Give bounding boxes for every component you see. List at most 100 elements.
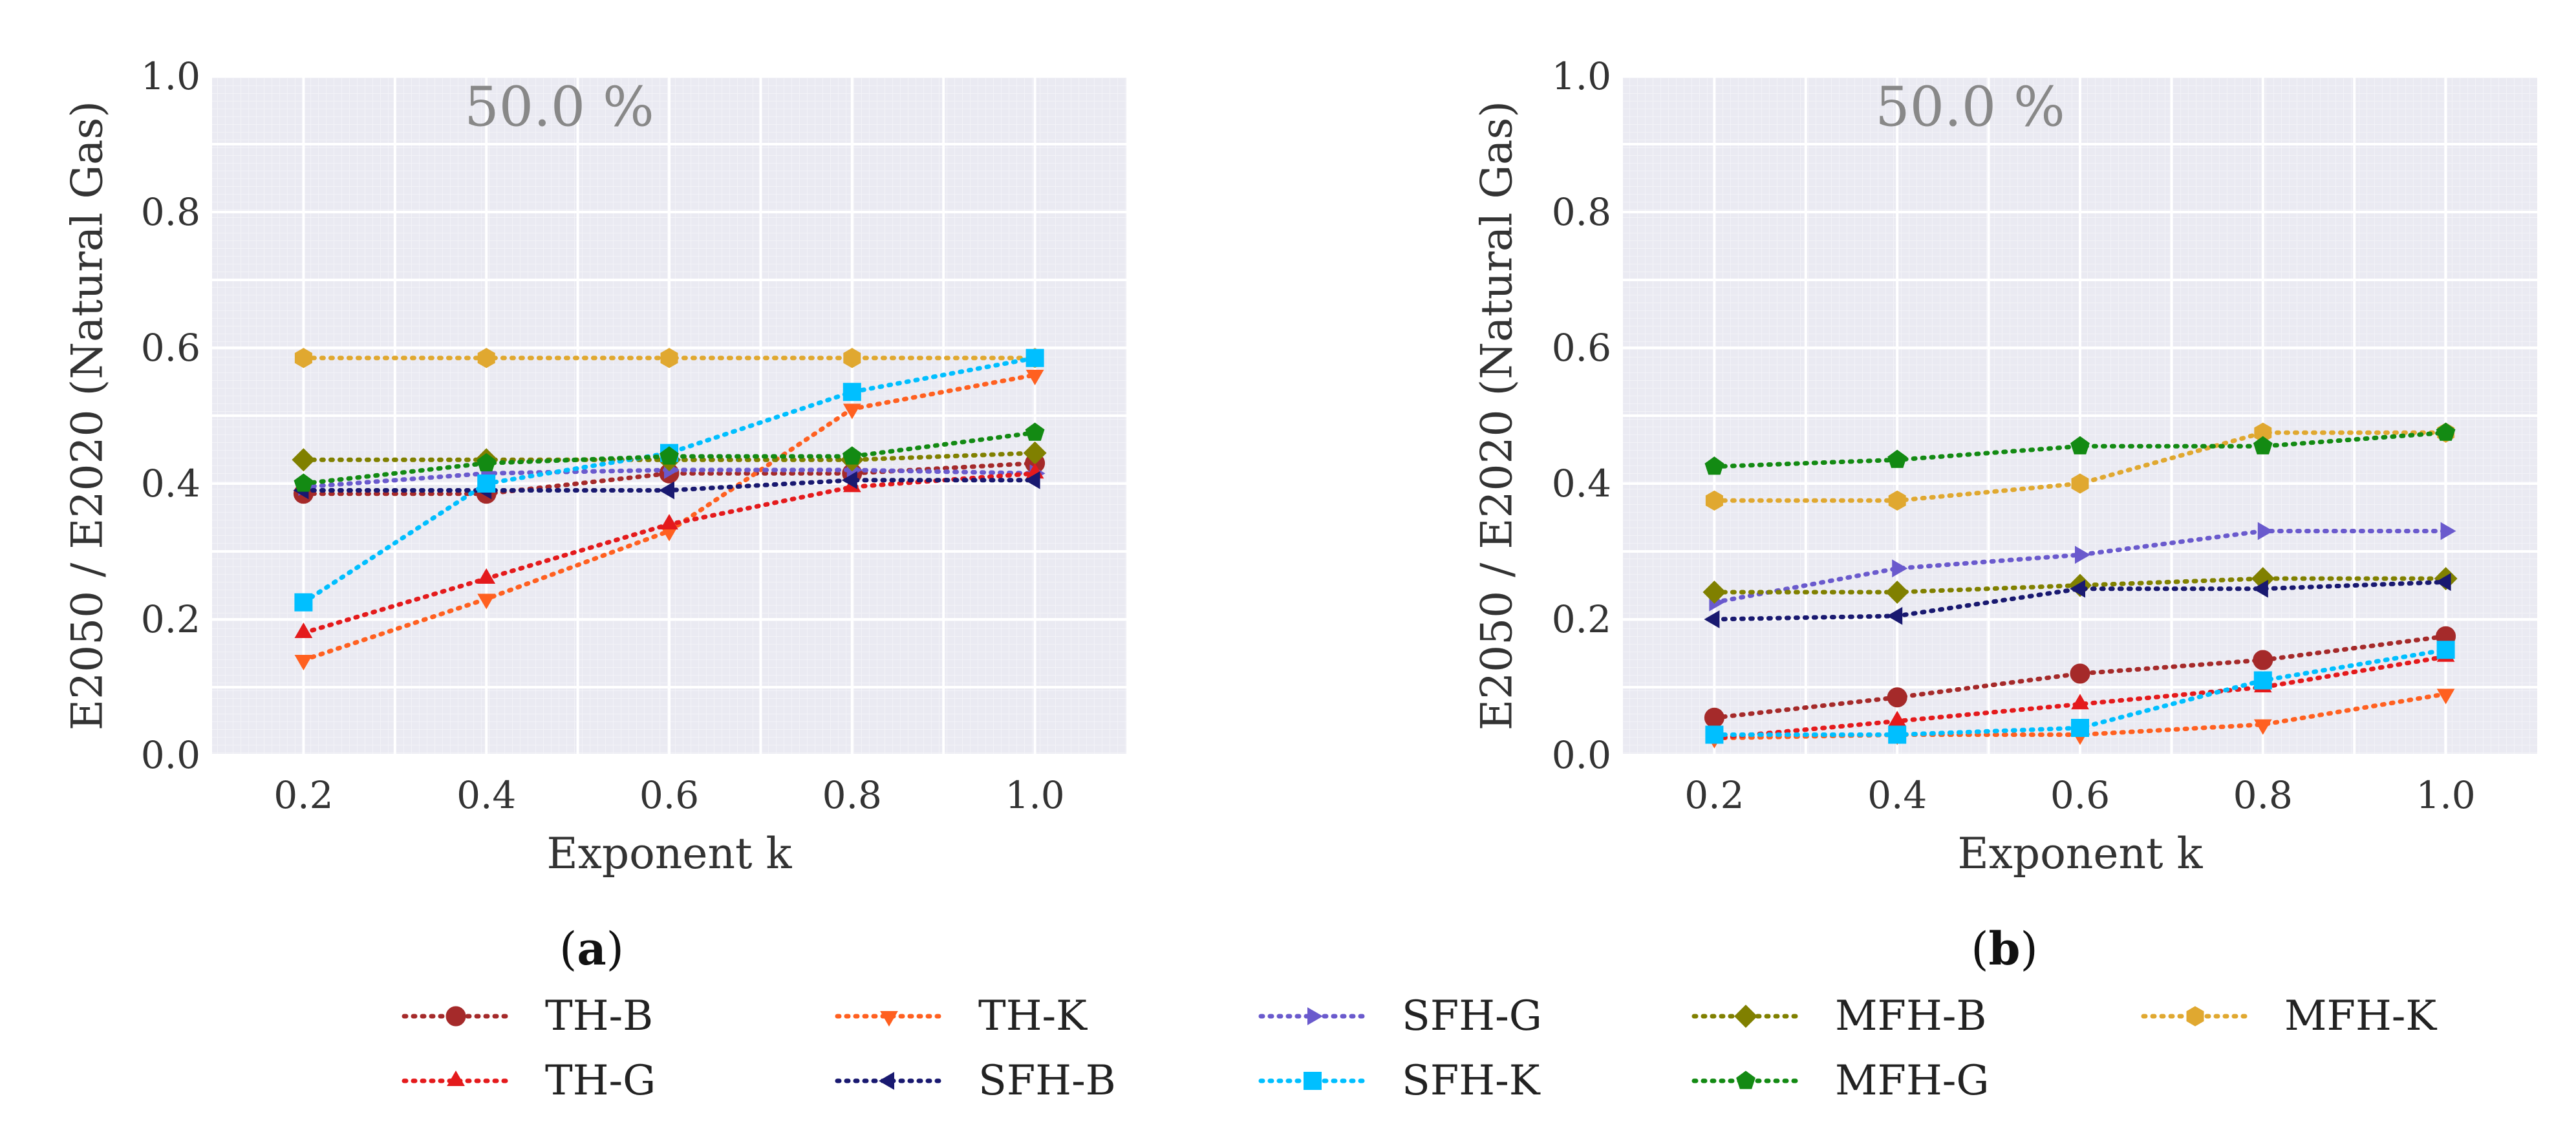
data-point-th-k bbox=[2253, 719, 2272, 735]
legend-marker-mfh-b bbox=[1734, 1005, 1758, 1029]
legend-label: MFH-G bbox=[1835, 1057, 1990, 1105]
legend-entry-mfh-b: MFH-B bbox=[1691, 992, 1986, 1040]
x-tick-label: 1.0 bbox=[2416, 773, 2475, 817]
data-point-sfh-k bbox=[2253, 671, 2272, 690]
y-tick-label: 0.4 bbox=[1552, 462, 1611, 506]
x-axis-label: Exponent k bbox=[1958, 829, 2204, 879]
y-tick-label: 0.6 bbox=[1552, 326, 1611, 370]
panel-label: (a) bbox=[559, 922, 624, 975]
data-point-mfh-k bbox=[660, 348, 678, 368]
data-point-mfh-g bbox=[1887, 449, 1907, 468]
data-point-mfh-g bbox=[477, 453, 497, 472]
y-tick-label: 0.0 bbox=[1552, 733, 1611, 777]
y-tick-label: 0.8 bbox=[141, 190, 200, 234]
legend-marker-sfh-b bbox=[879, 1072, 894, 1090]
series-line-mfh-k bbox=[1712, 430, 2449, 503]
data-point-sfh-k bbox=[294, 593, 313, 612]
data-point-mfh-g bbox=[2070, 436, 2090, 454]
legend-marker-th-g bbox=[447, 1071, 465, 1086]
data-point-th-k bbox=[2436, 688, 2455, 705]
data-point-sfh-g bbox=[2440, 522, 2456, 540]
legend-entry-th-b: TH-B bbox=[402, 992, 653, 1040]
data-point-th-g bbox=[477, 568, 496, 584]
series-mfh-g bbox=[294, 422, 1045, 492]
y-axis-label: E2050 / E2020 (Natural Gas) bbox=[63, 101, 113, 730]
data-point-sfh-k bbox=[2436, 641, 2455, 659]
data-point-th-k bbox=[294, 655, 313, 670]
legend-entry-sfh-g: SFH-G bbox=[1258, 992, 1542, 1040]
y-axis-label: E2050 / E2020 (Natural Gas) bbox=[1472, 101, 1522, 730]
y-tick-label: 0.8 bbox=[1552, 190, 1611, 234]
data-point-th-b bbox=[2070, 663, 2090, 684]
y-tick-label: 0.4 bbox=[141, 462, 200, 506]
data-point-sfh-b bbox=[2069, 579, 2085, 598]
legend-entry-th-k: TH-K bbox=[835, 992, 1088, 1040]
legend-marker-th-k bbox=[880, 1011, 898, 1027]
data-point-sfh-g bbox=[2075, 546, 2091, 564]
data-point-th-k bbox=[843, 403, 861, 420]
x-tick-label: 0.8 bbox=[822, 773, 882, 817]
x-tick-label: 0.6 bbox=[2050, 773, 2110, 817]
data-point-th-b bbox=[1887, 687, 1907, 708]
series-sfh-b bbox=[1704, 573, 2451, 628]
panel-label: (b) bbox=[1971, 922, 2038, 975]
x-tick-label: 0.2 bbox=[1684, 773, 1744, 817]
data-point-sfh-g bbox=[2257, 522, 2273, 540]
series-th-b bbox=[1704, 626, 2456, 728]
data-point-sfh-k bbox=[2071, 719, 2089, 737]
data-point-mfh-k bbox=[477, 348, 495, 368]
data-point-mfh-k bbox=[1705, 490, 1723, 511]
data-point-mfh-g bbox=[2253, 436, 2273, 454]
data-point-sfh-b bbox=[659, 481, 674, 500]
y-tick-label: 1.0 bbox=[141, 54, 200, 98]
x-tick-label: 0.4 bbox=[456, 773, 516, 817]
series-line-sfh-k bbox=[301, 356, 1038, 605]
legend-marker-sfh-k bbox=[1304, 1072, 1322, 1090]
legend-marker-mfh-g bbox=[1736, 1071, 1755, 1089]
data-point-mfh-b bbox=[292, 448, 316, 472]
legend-entry-mfh-g: MFH-G bbox=[1691, 1057, 1990, 1105]
legend-label: TH-G bbox=[545, 1057, 656, 1105]
data-point-th-g bbox=[294, 623, 313, 638]
legend-label: TH-B bbox=[545, 992, 653, 1040]
legend-label: MFH-K bbox=[2284, 992, 2437, 1040]
data-point-sfh-k bbox=[1888, 725, 1907, 744]
legend-marker-mfh-k bbox=[2186, 1006, 2204, 1027]
y-tick-label: 0.0 bbox=[141, 733, 200, 777]
legend-label: SFH-K bbox=[1402, 1057, 1541, 1105]
data-point-mfh-g bbox=[294, 473, 314, 492]
data-point-th-b bbox=[1704, 707, 1724, 728]
chart-panels: 0.0 0.2 0.4 0.6 0.8 1.0 0.2 0.4 0.6 0.8 1.0 Exponen… bbox=[63, 54, 2537, 975]
data-point-mfh-g bbox=[842, 446, 862, 465]
legend-marker-sfh-g bbox=[1307, 1007, 1323, 1025]
data-point-sfh-g bbox=[1892, 559, 1908, 578]
data-point-th-g bbox=[660, 514, 678, 529]
x-tick-label: 0.4 bbox=[1867, 773, 1927, 817]
data-point-sfh-b bbox=[1887, 606, 1903, 625]
x-tick-label: 0.2 bbox=[274, 773, 333, 817]
legend: TH-B TH-K SFH-G MFH-B MFH-K TH-G SFH-B SFH-K MFH… bbox=[402, 992, 2437, 1105]
x-tick-label: 0.8 bbox=[2233, 773, 2293, 817]
data-point-sfh-k bbox=[843, 383, 861, 401]
data-point-mfh-b bbox=[1885, 581, 1909, 604]
data-point-sfh-k bbox=[477, 474, 496, 493]
legend-entry-mfh-k: MFH-K bbox=[2141, 992, 2437, 1040]
data-point-sfh-b bbox=[1024, 471, 1040, 489]
series-line-mfh-g bbox=[1712, 430, 2449, 469]
series-mfh-g bbox=[1704, 422, 2456, 475]
series-th-k bbox=[294, 370, 1044, 670]
legend-label: TH-K bbox=[978, 992, 1088, 1040]
data-point-sfh-k bbox=[1705, 725, 1724, 744]
legend-label: SFH-G bbox=[1402, 992, 1542, 1040]
legend-marker-th-b bbox=[445, 1006, 466, 1027]
x-axis-label: Exponent k bbox=[547, 829, 793, 879]
data-point-mfh-g bbox=[2436, 422, 2456, 441]
data-point-mfh-k bbox=[294, 348, 312, 368]
data-point-mfh-g bbox=[1704, 456, 1724, 475]
annotation-label: 50.0 % bbox=[1875, 75, 2065, 138]
data-point-sfh-b bbox=[2252, 579, 2268, 598]
legend-entry-th-g: TH-G bbox=[402, 1057, 656, 1105]
data-point-sfh-b bbox=[1704, 610, 1720, 628]
x-tick-label: 1.0 bbox=[1005, 773, 1064, 817]
series-sfh-k bbox=[1705, 641, 2455, 744]
